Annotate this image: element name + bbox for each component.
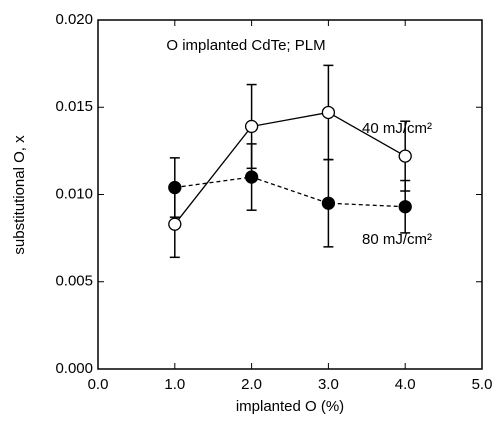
data-point (321, 196, 336, 210)
y-tick-label: 0.010 (55, 185, 93, 202)
x-tick-label: 2.0 (241, 376, 262, 393)
x-tick-label: 3.0 (318, 376, 339, 393)
x-tick-label: 4.0 (395, 376, 416, 393)
data-point (168, 217, 182, 231)
y-tick-label: 0.015 (55, 98, 93, 115)
legend-label: 80 mJ/cm² (362, 231, 432, 248)
data-point (168, 180, 182, 195)
legend-label: 40 mJ/cm² (362, 120, 432, 137)
data-point (244, 170, 259, 184)
y-axis-label: substitutional O, x (11, 135, 28, 255)
y-tick-label: 0.005 (55, 273, 93, 290)
data-point (244, 119, 259, 134)
x-axis-label: implanted O (%) (236, 398, 344, 415)
series-line (174, 176, 406, 208)
data-point (321, 105, 336, 120)
data-point (398, 149, 412, 163)
x-tick-label: 1.0 (164, 376, 185, 393)
x-tick-label: 0.0 (88, 376, 109, 393)
data-point (398, 200, 412, 214)
y-tick-label: 0.020 (55, 11, 93, 28)
series-line (174, 111, 406, 225)
chart-title: O implanted CdTe; PLM (166, 37, 325, 54)
plot-frame (97, 19, 483, 370)
y-tick-label: 0.000 (55, 360, 93, 377)
x-tick-label: 5.0 (472, 376, 493, 393)
